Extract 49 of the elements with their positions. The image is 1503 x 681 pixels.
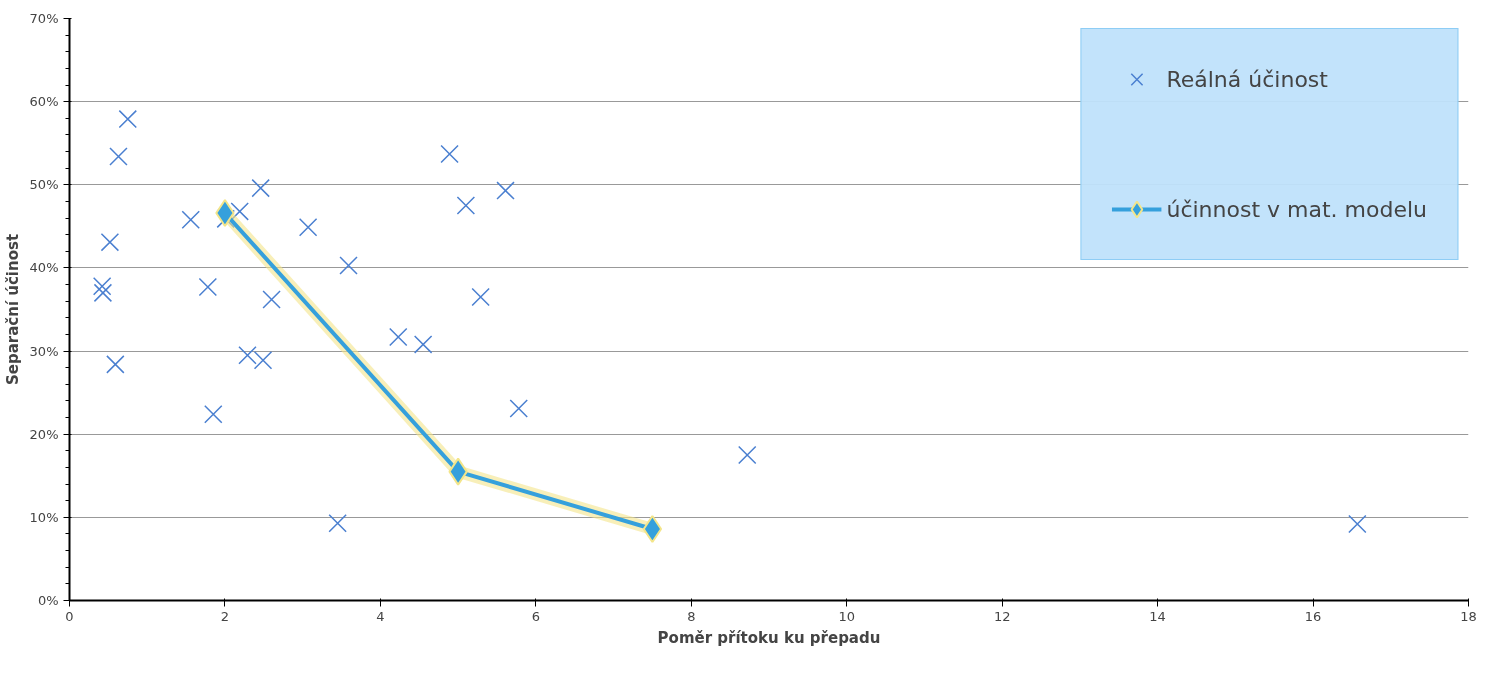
point xyxy=(181,210,200,229)
point xyxy=(496,181,515,200)
y-tick-label: 20% xyxy=(29,426,59,442)
x-tick-label: 12 xyxy=(993,608,1011,624)
point xyxy=(642,515,663,543)
x-tick-label: 16 xyxy=(1304,608,1322,624)
point xyxy=(93,283,113,303)
point xyxy=(389,327,408,347)
point xyxy=(440,144,459,164)
point xyxy=(198,277,218,297)
y-tick-label: 40% xyxy=(29,260,59,276)
point xyxy=(230,202,249,221)
x-tick-label: 0 xyxy=(65,608,74,624)
x-tick-label: 14 xyxy=(1149,608,1166,624)
point xyxy=(262,290,281,309)
point xyxy=(471,287,490,307)
point xyxy=(251,178,270,198)
point xyxy=(109,147,128,166)
y-tick-label: 30% xyxy=(29,343,59,359)
x-tick-label: 10 xyxy=(838,608,855,624)
point xyxy=(509,399,528,418)
y-tick-label: 10% xyxy=(29,509,59,525)
point xyxy=(204,405,223,424)
point xyxy=(339,256,358,275)
y-tick-label: 70% xyxy=(29,11,59,26)
point xyxy=(238,345,257,365)
point xyxy=(298,217,318,237)
legend-label: Reálná účinost xyxy=(1166,65,1328,94)
legend-label: účinnost v mat. modelu xyxy=(1166,195,1427,224)
point xyxy=(738,445,757,465)
y-tick-label: 60% xyxy=(29,94,59,110)
point xyxy=(100,232,120,252)
point xyxy=(328,513,347,533)
y-tick-label: 0% xyxy=(37,593,59,608)
x-tick-label: 2 xyxy=(220,608,230,624)
point xyxy=(1348,514,1367,534)
y-axis-title: Separační účinost xyxy=(3,233,22,386)
x-tick-label: 4 xyxy=(376,608,385,624)
point xyxy=(253,350,273,370)
point xyxy=(92,276,112,296)
point xyxy=(413,335,433,354)
x-tick-label: 8 xyxy=(687,608,696,624)
y-tick-label: 50% xyxy=(29,177,59,193)
point xyxy=(118,109,138,129)
x-tick-label: 6 xyxy=(531,608,540,624)
x-axis-title: Poměr přítoku ku přepadu xyxy=(657,628,881,647)
point xyxy=(106,355,125,374)
point xyxy=(456,196,476,215)
x-tick-label: 18 xyxy=(1460,608,1477,624)
